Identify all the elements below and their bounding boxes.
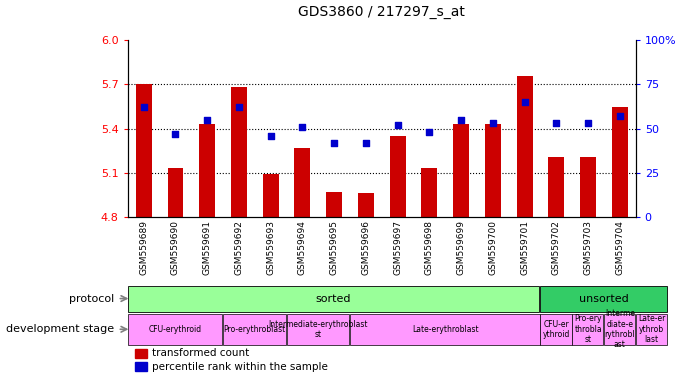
- Text: GSM559691: GSM559691: [202, 220, 211, 275]
- Text: GDS3860 / 217297_s_at: GDS3860 / 217297_s_at: [299, 5, 465, 19]
- Point: [455, 117, 466, 123]
- Point: [361, 140, 372, 146]
- Point: [329, 140, 340, 146]
- Bar: [135, 84, 151, 217]
- Text: Pro-ery
throbla
st: Pro-ery throbla st: [574, 314, 602, 344]
- Text: development stage: development stage: [6, 324, 114, 334]
- Point: [297, 124, 308, 130]
- Point: [170, 131, 181, 137]
- Bar: [263, 174, 278, 217]
- Text: unsorted: unsorted: [579, 293, 629, 304]
- Bar: [231, 88, 247, 217]
- Text: GSM559702: GSM559702: [552, 220, 561, 275]
- Text: GSM559703: GSM559703: [584, 220, 593, 275]
- Text: Pro-erythroblast: Pro-erythroblast: [224, 325, 286, 334]
- Text: GSM559697: GSM559697: [393, 220, 402, 275]
- Text: GSM559700: GSM559700: [489, 220, 498, 275]
- Text: GSM559689: GSM559689: [139, 220, 148, 275]
- Bar: [294, 148, 310, 217]
- Bar: [612, 107, 628, 217]
- Text: Late-er
ythrob
last: Late-er ythrob last: [638, 314, 665, 344]
- Bar: [128, 286, 539, 311]
- Bar: [287, 314, 350, 344]
- Text: GSM559694: GSM559694: [298, 220, 307, 275]
- Bar: [135, 349, 147, 358]
- Bar: [540, 314, 571, 344]
- Bar: [390, 136, 406, 217]
- Point: [583, 120, 594, 126]
- Text: GSM559704: GSM559704: [616, 220, 625, 275]
- Text: Intermediate-erythroblast
st: Intermediate-erythroblast st: [269, 319, 368, 339]
- Text: GSM559693: GSM559693: [266, 220, 275, 275]
- Text: GSM559698: GSM559698: [425, 220, 434, 275]
- Bar: [485, 124, 501, 217]
- Point: [234, 104, 245, 111]
- Text: GSM559699: GSM559699: [457, 220, 466, 275]
- Bar: [572, 314, 603, 344]
- Point: [487, 120, 498, 126]
- Text: GSM559701: GSM559701: [520, 220, 529, 275]
- Point: [519, 99, 530, 105]
- Bar: [453, 124, 469, 217]
- Point: [614, 113, 625, 119]
- Text: percentile rank within the sample: percentile rank within the sample: [152, 362, 328, 372]
- Bar: [199, 124, 215, 217]
- Bar: [358, 194, 374, 217]
- Text: GSM559696: GSM559696: [361, 220, 370, 275]
- Text: GSM559695: GSM559695: [330, 220, 339, 275]
- Text: GSM559692: GSM559692: [234, 220, 243, 275]
- Bar: [223, 314, 286, 344]
- Point: [551, 120, 562, 126]
- Bar: [422, 169, 437, 217]
- Text: sorted: sorted: [316, 293, 351, 304]
- Bar: [350, 314, 540, 344]
- Bar: [517, 76, 533, 217]
- Bar: [135, 362, 147, 371]
- Bar: [326, 192, 342, 217]
- Bar: [167, 169, 183, 217]
- Point: [392, 122, 403, 128]
- Text: protocol: protocol: [69, 293, 114, 304]
- Text: Interme
diate-e
rythrobl
ast: Interme diate-e rythrobl ast: [605, 309, 635, 349]
- Point: [265, 132, 276, 139]
- Text: CFU-er
ythroid: CFU-er ythroid: [542, 319, 570, 339]
- Bar: [128, 314, 223, 344]
- Point: [202, 117, 213, 123]
- Bar: [549, 157, 565, 217]
- Text: GSM559690: GSM559690: [171, 220, 180, 275]
- Text: Late-erythroblast: Late-erythroblast: [412, 325, 479, 334]
- Bar: [636, 314, 667, 344]
- Point: [424, 129, 435, 135]
- Text: CFU-erythroid: CFU-erythroid: [149, 325, 202, 334]
- Bar: [580, 157, 596, 217]
- Text: transformed count: transformed count: [152, 348, 249, 358]
- Bar: [540, 286, 667, 311]
- Bar: [604, 314, 635, 344]
- Point: [138, 104, 149, 111]
